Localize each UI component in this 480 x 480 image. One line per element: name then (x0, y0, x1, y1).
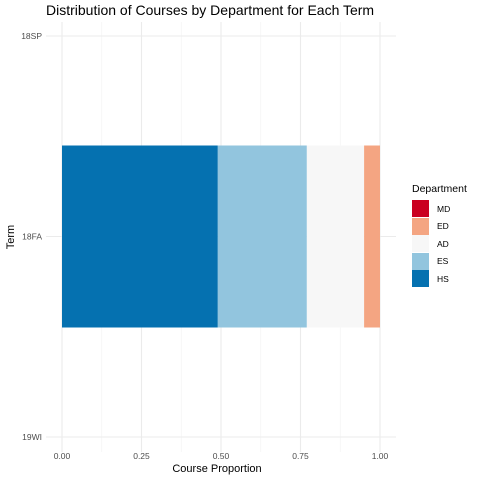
legend-swatch (412, 252, 429, 270)
legend-swatch (412, 270, 429, 287)
legend-item-hs: HS (412, 270, 449, 287)
x-tick-label: 0.75 (292, 451, 309, 461)
legend-label: MD (437, 203, 451, 214)
legend-title: Department (412, 183, 467, 195)
bar-segment-ad-18fa (306, 145, 365, 328)
y-tick-label: 19WI (22, 432, 42, 442)
legend-item-es: ES (412, 252, 449, 270)
bar-segment-ed-18fa (364, 145, 380, 328)
x-tick-label: 0.50 (213, 451, 230, 461)
bar-segment-hs-18fa (62, 145, 218, 328)
legend-label: HS (437, 273, 449, 284)
legend-label: ES (437, 256, 449, 266)
x-tick-label: 0.25 (133, 451, 150, 461)
y-axis-title: Term (5, 225, 17, 249)
legend-label: ED (437, 221, 449, 231)
legend-label: AD (437, 238, 449, 249)
bar-segment-es-18fa (217, 145, 307, 328)
x-axis-title: Course Proportion (172, 463, 261, 475)
legend-item-ad: AD (412, 235, 449, 252)
legend-swatch (412, 217, 429, 235)
y-tick-label: 18SP (21, 31, 42, 41)
legend-item-ed: ED (412, 217, 449, 235)
legend-swatch (412, 235, 429, 252)
legend-item-md: MD (412, 200, 450, 217)
x-tick-label: 1.00 (372, 451, 389, 461)
legend-swatch (412, 200, 429, 217)
chart-title: Distribution of Courses by Department fo… (46, 2, 375, 18)
x-tick-label: 0.00 (54, 451, 71, 461)
y-tick-label: 18FA (22, 232, 42, 242)
